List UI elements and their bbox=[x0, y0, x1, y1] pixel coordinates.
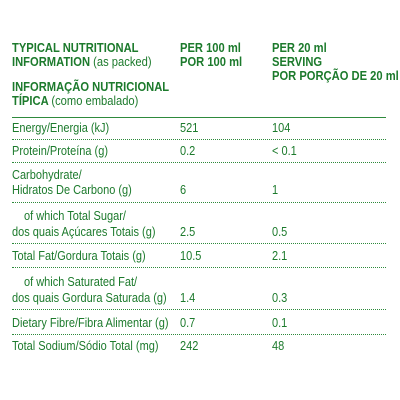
row-carbohydrate-name-line2: Hidratos De Carbono (g) bbox=[12, 183, 132, 197]
header-label-english: TYPICAL NUTRITIONAL INFORMATION (as pack… bbox=[12, 41, 152, 69]
header-label-portuguese-line2-bold: TÍPICA bbox=[12, 93, 49, 108]
row-divider bbox=[12, 139, 386, 140]
row-saturated-fat-name-line2: dos quais Gordura Saturada (g) bbox=[12, 291, 167, 305]
row-carbohydrate-per20: 1 bbox=[272, 183, 279, 197]
header-label-english-line2-bold: INFORMATION bbox=[12, 54, 91, 69]
row-energy-name: Energy/Energia (kJ) bbox=[12, 121, 110, 135]
row-protein-per100: 0.2 bbox=[180, 144, 196, 158]
header-per-serving-line3: POR PORÇÃO DE 20 ml bbox=[272, 68, 399, 83]
header-label-english-line1: TYPICAL NUTRITIONAL bbox=[12, 40, 139, 55]
row-sugar-name-line2: dos quais Açúcares Totais (g) bbox=[12, 225, 156, 239]
row-energy-per20: 104 bbox=[272, 121, 291, 135]
header-label-portuguese: INFORMAÇÃO NUTRICIONAL TÍPICA (como emba… bbox=[12, 80, 169, 108]
header-per-serving: PER 20 ml SERVING POR PORÇÃO DE 20 ml bbox=[272, 41, 399, 83]
row-sodium-name: Total Sodium/Sódio Total (mg) bbox=[12, 339, 159, 353]
header-per-serving-line2: SERVING bbox=[272, 54, 323, 69]
header-label-english-note: (as packed) bbox=[93, 54, 152, 69]
row-fat-per20: 2.1 bbox=[272, 249, 288, 263]
row-carbohydrate-name-line1: Carbohydrate/ bbox=[12, 168, 82, 182]
row-divider bbox=[12, 334, 386, 335]
row-saturated-fat-per20: 0.3 bbox=[272, 291, 288, 305]
row-fibre-per20: 0.1 bbox=[272, 316, 288, 330]
header-label-english-line2: INFORMATION (as packed) bbox=[12, 55, 152, 69]
row-divider bbox=[12, 243, 386, 244]
row-sodium-per100: 242 bbox=[180, 339, 199, 353]
header-divider bbox=[12, 117, 386, 118]
row-divider bbox=[12, 202, 386, 203]
header-per-serving-line1: PER 20 ml bbox=[272, 40, 327, 55]
row-fibre-name: Dietary Fibre/Fibra Alimentar (g) bbox=[12, 316, 169, 330]
row-divider bbox=[12, 162, 386, 163]
row-divider bbox=[12, 267, 386, 268]
row-sodium-per20: 48 bbox=[272, 339, 285, 353]
row-sugar-per100: 2.5 bbox=[180, 225, 196, 239]
header-per-100ml: PER 100 ml POR 100 ml bbox=[180, 41, 242, 69]
header-label-portuguese-note: (como embalado) bbox=[51, 93, 139, 108]
row-sugar-per20: 0.5 bbox=[272, 225, 288, 239]
row-divider bbox=[12, 309, 386, 310]
row-fibre-per100: 0.7 bbox=[180, 316, 196, 330]
row-fat-per100: 10.5 bbox=[180, 249, 202, 263]
row-fat-name: Total Fat/Gordura Totais (g) bbox=[12, 249, 146, 263]
header-per-100ml-line2: POR 100 ml bbox=[180, 54, 243, 69]
row-protein-per20: < 0.1 bbox=[272, 144, 297, 158]
header-per-100ml-line1: PER 100 ml bbox=[180, 40, 241, 55]
row-protein-name: Protein/Proteína (g) bbox=[12, 144, 109, 158]
row-sugar-name-line1: of which Total Sugar/ bbox=[24, 209, 126, 223]
row-energy-per100: 521 bbox=[180, 121, 199, 135]
row-saturated-fat-per100: 1.4 bbox=[180, 291, 196, 305]
header-label-portuguese-line2: TÍPICA (como embalado) bbox=[12, 94, 169, 108]
row-carbohydrate-per100: 6 bbox=[180, 183, 187, 197]
header-label-portuguese-line1: INFORMAÇÃO NUTRICIONAL bbox=[12, 79, 170, 94]
row-saturated-fat-name-line1: of which Saturated Fat/ bbox=[24, 275, 138, 289]
